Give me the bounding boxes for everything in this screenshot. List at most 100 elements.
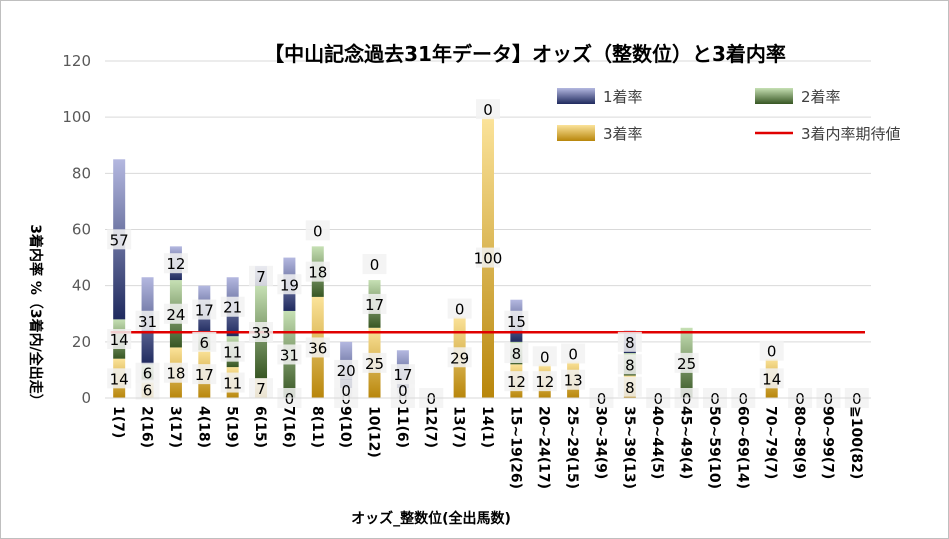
data-label: 0 — [426, 390, 436, 408]
data-label: 0 — [568, 345, 578, 363]
y-tick-label: 100 — [62, 108, 91, 126]
data-label: 18 — [308, 264, 327, 282]
data-label: 7 — [256, 268, 266, 286]
x-tick-label: 15~19(26) — [507, 406, 523, 489]
data-label: 8 — [625, 379, 635, 397]
y-tick-label: 60 — [72, 221, 91, 239]
data-label: 11 — [223, 375, 242, 393]
x-tick-label: 1(7) — [110, 406, 126, 438]
legend: 1着率 2着率 3着率 3着内率期待値 — [557, 88, 901, 143]
y-tick-label: 40 — [72, 277, 91, 295]
data-label: 0 — [597, 390, 607, 408]
data-label-bg — [476, 247, 500, 268]
data-label: 0 — [653, 390, 663, 408]
data-label-bg — [305, 337, 330, 358]
data-label: 0 — [483, 101, 493, 119]
x-tick-label: 70~79(7) — [763, 406, 779, 479]
data-label-bg — [447, 347, 472, 368]
x-tick-label: 11(6) — [394, 406, 410, 448]
data-label-layer: 1414576631182412176171111217337031193618… — [107, 99, 869, 408]
data-label: 21 — [223, 299, 242, 317]
y-tick-label: 120 — [62, 52, 91, 70]
chart-title: 【中山記念過去31年データ】オッズ（整数位）と3着内率 — [264, 42, 786, 66]
data-label: 11 — [223, 344, 242, 362]
data-label-bg — [561, 369, 586, 390]
x-tick-label: 90~99(7) — [819, 406, 835, 479]
x-tick-label: ≧100(82) — [848, 406, 864, 479]
data-label-bg — [759, 340, 784, 361]
data-label: 31 — [138, 313, 157, 331]
data-label-bg — [617, 354, 642, 375]
legend-swatch — [557, 125, 595, 141]
data-label: 36 — [308, 339, 327, 357]
data-label: 8 — [512, 345, 522, 363]
data-label-bg — [390, 380, 415, 400]
legend-label: 1着率 — [603, 88, 643, 106]
data-label: 14 — [110, 331, 129, 349]
x-tick-label: 6(15) — [252, 406, 268, 448]
data-label: 14 — [110, 370, 129, 388]
data-label: 57 — [110, 231, 129, 249]
data-label: 25 — [365, 355, 384, 373]
x-tick-label: 8(11) — [309, 406, 325, 448]
data-label: 6 — [143, 365, 153, 383]
x-tick-label: 80~89(9) — [791, 406, 807, 479]
x-tick-label: 5(19) — [224, 406, 240, 448]
data-label-bg — [107, 329, 132, 350]
data-label: 17 — [195, 302, 214, 320]
data-label: 17 — [365, 296, 384, 314]
data-label: 0 — [824, 390, 834, 408]
x-tick-label: 30~34(9) — [592, 406, 608, 479]
data-label-bg — [305, 261, 330, 282]
x-axis-title: オッズ_整数位(全出馬数) — [351, 510, 511, 527]
data-label: 8 — [625, 356, 635, 374]
data-label-bg — [220, 341, 245, 362]
data-label: 0 — [370, 256, 380, 274]
data-label-bg — [192, 331, 217, 352]
x-tick-label: 13(7) — [451, 406, 467, 448]
data-label-bg — [163, 362, 188, 383]
data-label-bg — [135, 310, 160, 331]
data-label-bg — [107, 368, 132, 389]
data-label-bg — [561, 343, 586, 364]
x-tick-label: 35~39(13) — [621, 406, 637, 489]
data-label: 33 — [251, 324, 270, 342]
data-label-bg — [135, 379, 160, 400]
data-label: 25 — [677, 355, 696, 373]
data-label: 31 — [280, 346, 299, 364]
data-label: 17 — [393, 366, 412, 384]
x-tick-label: 25~29(15) — [564, 406, 580, 489]
data-label: 0 — [710, 390, 720, 408]
data-label-bg — [135, 362, 160, 383]
data-label-bg — [674, 352, 699, 373]
data-label-bg — [532, 346, 557, 367]
data-label-bg — [305, 220, 330, 241]
y-tick-label: 80 — [72, 164, 91, 182]
data-label-bg — [504, 371, 529, 392]
x-tick-label: 14(1) — [479, 406, 495, 448]
data-label-bg — [759, 368, 784, 389]
data-label: 12 — [535, 373, 554, 391]
data-label-bg — [163, 253, 188, 274]
data-label: 13 — [564, 372, 583, 390]
x-tick-label: 4(18) — [195, 406, 211, 448]
data-label: 0 — [795, 390, 805, 408]
data-label: 0 — [682, 390, 692, 408]
data-label-bg — [504, 310, 529, 331]
data-label: 18 — [166, 365, 185, 383]
legend-label: 2着率 — [801, 88, 841, 106]
data-label: 14 — [762, 370, 781, 388]
x-tick-label: 10(12) — [366, 406, 382, 458]
x-tick-label: 20~24(17) — [536, 406, 552, 489]
data-label: 0 — [285, 390, 295, 408]
data-label-bg — [249, 322, 274, 343]
y-tick-label: 20 — [72, 333, 91, 351]
data-label-bg — [476, 99, 500, 120]
x-tick-label: 50~59(10) — [706, 406, 722, 489]
legend-swatch — [557, 88, 595, 104]
data-label: 0 — [852, 390, 862, 408]
data-label: 8 — [625, 334, 635, 352]
data-label-bg — [163, 303, 188, 324]
data-label-bg — [617, 331, 642, 352]
